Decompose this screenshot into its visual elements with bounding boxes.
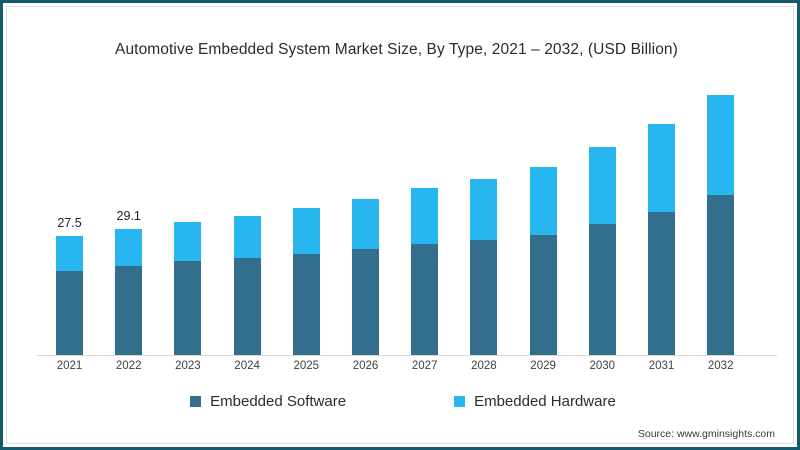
bar-segment-embedded-software[interactable] [411, 243, 439, 355]
bar-segment-embedded-hardware[interactable] [648, 124, 675, 212]
bar-segment-embedded-hardware[interactable] [411, 188, 439, 244]
x-tick-label-2022: 2022 [115, 360, 142, 372]
legend-item-embedded-software[interactable]: Embedded Software [190, 393, 346, 410]
bar-segment-embedded-hardware[interactable] [174, 222, 202, 262]
bar-segment-embedded-software[interactable] [174, 261, 202, 355]
bar-segment-embedded-software[interactable] [56, 270, 83, 355]
bar-segment-embedded-hardware[interactable] [707, 95, 735, 196]
page-title: Automotive Embedded System Market Size, … [115, 41, 678, 58]
plot-area: 27.5 29.1 [37, 83, 777, 356]
bar-segment-embedded-software[interactable] [707, 195, 735, 355]
x-tick-label-2028: 2028 [471, 360, 497, 372]
bar-stack-2027[interactable] [411, 188, 439, 355]
chart-legend: Embedded Software Embedded Hardware [3, 393, 797, 410]
x-tick-label-2031: 2031 [648, 360, 675, 372]
bar-segment-embedded-hardware[interactable] [56, 235, 83, 271]
x-tick-label-2029: 2029 [530, 360, 556, 372]
bar-segment-embedded-software[interactable] [352, 249, 379, 355]
source-attribution: Source: www.gminsights.com [637, 428, 775, 440]
x-tick-label-2030: 2030 [589, 360, 616, 372]
bar-segment-embedded-software[interactable] [648, 211, 675, 355]
legend-label: Embedded Software [210, 393, 347, 410]
bar-stack-2032[interactable] [707, 95, 735, 355]
bar-stack-2030[interactable] [588, 147, 616, 355]
legend-item-embedded-hardware[interactable]: Embedded Hardware [454, 393, 616, 410]
bar-value-label-2022: 29.1 [116, 208, 141, 223]
bar-stack-2023[interactable] [174, 222, 202, 355]
x-tick-label-2027: 2027 [411, 360, 438, 372]
bar-segment-embedded-hardware[interactable] [529, 166, 557, 235]
x-tick-label-2021: 2021 [56, 360, 83, 372]
bar-segment-embedded-software[interactable] [588, 223, 616, 355]
bar-segment-embedded-software[interactable] [292, 254, 320, 355]
bar-segment-embedded-hardware[interactable] [470, 179, 498, 240]
legend-swatch-icon [190, 396, 202, 407]
x-tick-label-2025: 2025 [293, 360, 320, 372]
x-tick-label-2023: 2023 [175, 360, 201, 372]
x-tick-label-2024: 2024 [234, 360, 260, 372]
bar-stack-2021[interactable]: 27.5 [56, 216, 83, 355]
x-tick-label-2026: 2026 [352, 360, 379, 372]
x-axis-tick-labels: 2021 2022 2023 2024 2025 2026 2027 2028 2029 2030… [37, 360, 777, 378]
bar-segment-embedded-software[interactable] [529, 234, 557, 355]
bar-segment-embedded-hardware[interactable] [588, 147, 616, 224]
bar-segment-embedded-hardware[interactable] [292, 208, 320, 255]
bar-stack-2029[interactable] [529, 166, 557, 355]
axis-baseline [37, 355, 777, 356]
bar-segment-embedded-software[interactable] [233, 258, 261, 355]
bar-segment-embedded-software[interactable] [470, 239, 498, 355]
bar-stack-2028[interactable] [470, 179, 498, 355]
bar-segment-embedded-hardware[interactable] [233, 215, 261, 259]
bar-stack-2031[interactable] [648, 124, 675, 355]
bar-segment-embedded-software[interactable] [115, 265, 143, 355]
bar-stack-2026[interactable] [352, 199, 379, 355]
bar-value-label-2021: 27.5 [57, 215, 82, 230]
bar-stack-2024[interactable] [233, 215, 261, 355]
legend-swatch-icon [454, 396, 466, 407]
bar-stack-2022[interactable]: 29.1 [115, 209, 143, 355]
bar-stack-2025[interactable] [292, 208, 320, 355]
x-tick-label-2032: 2032 [707, 360, 734, 372]
legend-label: Embedded Hardware [474, 393, 616, 410]
bar-segment-embedded-hardware[interactable] [352, 199, 379, 250]
bar-segment-embedded-hardware[interactable] [115, 228, 143, 266]
